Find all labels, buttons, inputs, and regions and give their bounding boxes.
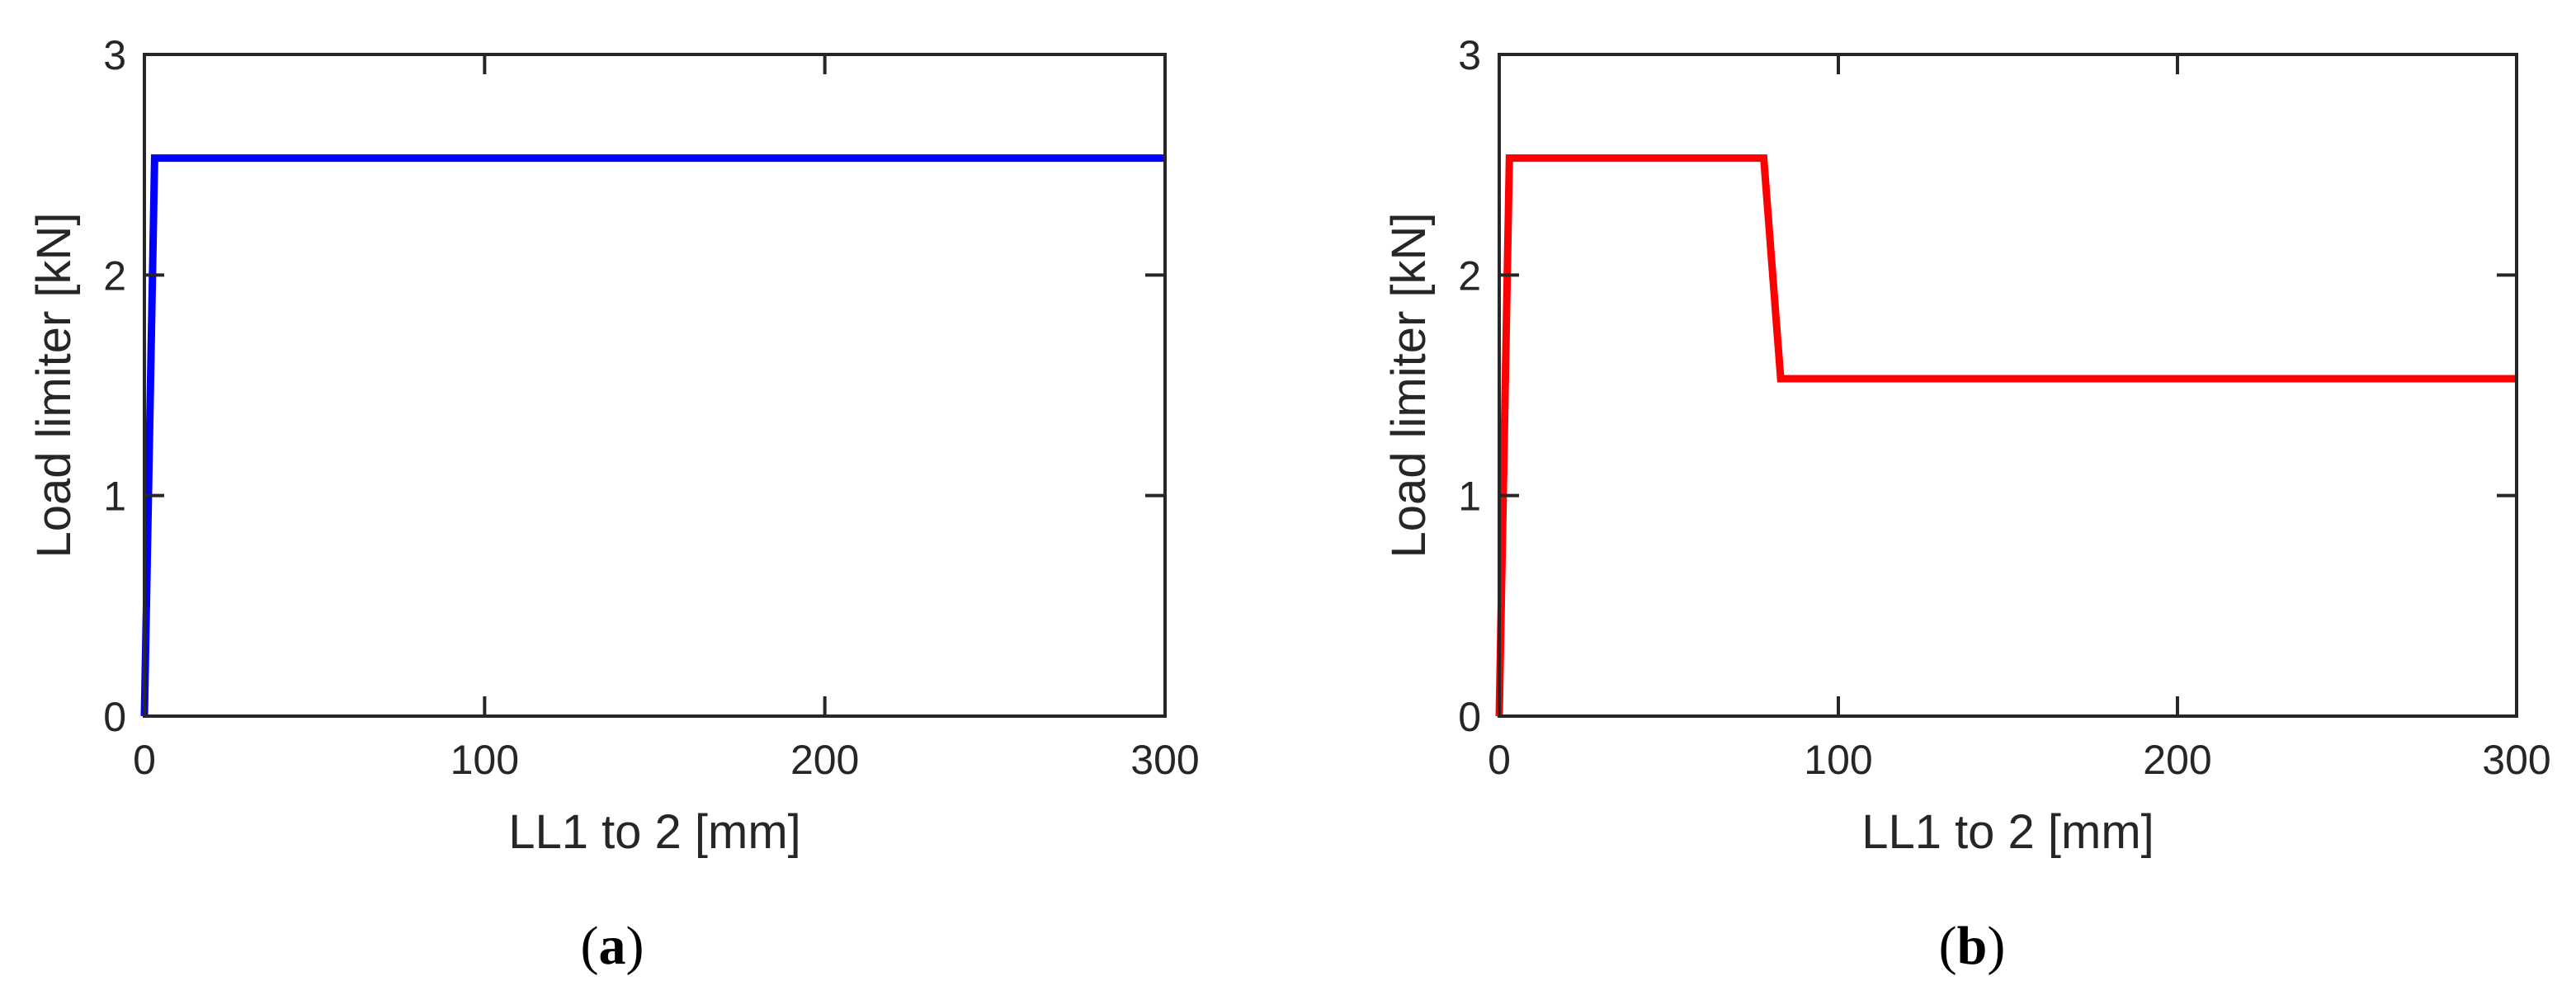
y-tick-label: 3 bbox=[103, 32, 126, 78]
x-tick-label: 100 bbox=[451, 737, 519, 783]
panel-caption: (b) bbox=[1939, 916, 2006, 976]
x-tick-label: 300 bbox=[1130, 737, 1199, 783]
y-tick-label: 2 bbox=[103, 252, 126, 299]
x-tick-label: 100 bbox=[1804, 737, 1872, 783]
panel-b: 0 100 200 300 0 1 2 3 LL1 to 2 [mm] Load limiter … bbox=[1382, 32, 2551, 976]
panel-caption: (a) bbox=[581, 916, 644, 976]
x-axis-label: LL1 to 2 [mm] bbox=[508, 805, 801, 859]
y-tick-label: 3 bbox=[1458, 32, 1481, 78]
caption-open-paren: ( bbox=[581, 916, 599, 976]
caption-letter: a bbox=[599, 916, 626, 976]
y-tick-label: 1 bbox=[1458, 474, 1481, 520]
x-tick-label: 200 bbox=[2143, 737, 2211, 783]
x-tick-label: 0 bbox=[133, 737, 156, 783]
x-tick-label: 300 bbox=[2482, 737, 2550, 783]
y-tick-label: 2 bbox=[1458, 252, 1481, 299]
y-tick-label: 0 bbox=[1458, 694, 1481, 740]
x-tick-label: 200 bbox=[790, 737, 859, 783]
y-axis-label: Load limiter [kN] bbox=[1382, 212, 1436, 558]
y-axis-label: Load limiter [kN] bbox=[27, 212, 81, 558]
x-axis-label: LL1 to 2 [mm] bbox=[1861, 805, 2154, 859]
series-line-1 bbox=[1495, 154, 2517, 717]
caption-letter: b bbox=[1957, 916, 1988, 976]
caption-close-paren: ) bbox=[626, 916, 644, 976]
x-tick-label: 0 bbox=[1488, 737, 1511, 783]
series-line-1 bbox=[140, 154, 1165, 717]
caption-close-paren: ) bbox=[1987, 916, 2005, 976]
y-tick-label: 1 bbox=[103, 474, 126, 520]
plot-frame bbox=[143, 53, 1167, 718]
caption-open-paren: ( bbox=[1939, 916, 1957, 976]
y-tick-label: 0 bbox=[103, 694, 126, 740]
plot-frame bbox=[1498, 53, 2518, 718]
panel-a: 0 100 200 300 0 1 2 3 LL1 to 2 [mm] Load limiter … bbox=[27, 32, 1200, 976]
